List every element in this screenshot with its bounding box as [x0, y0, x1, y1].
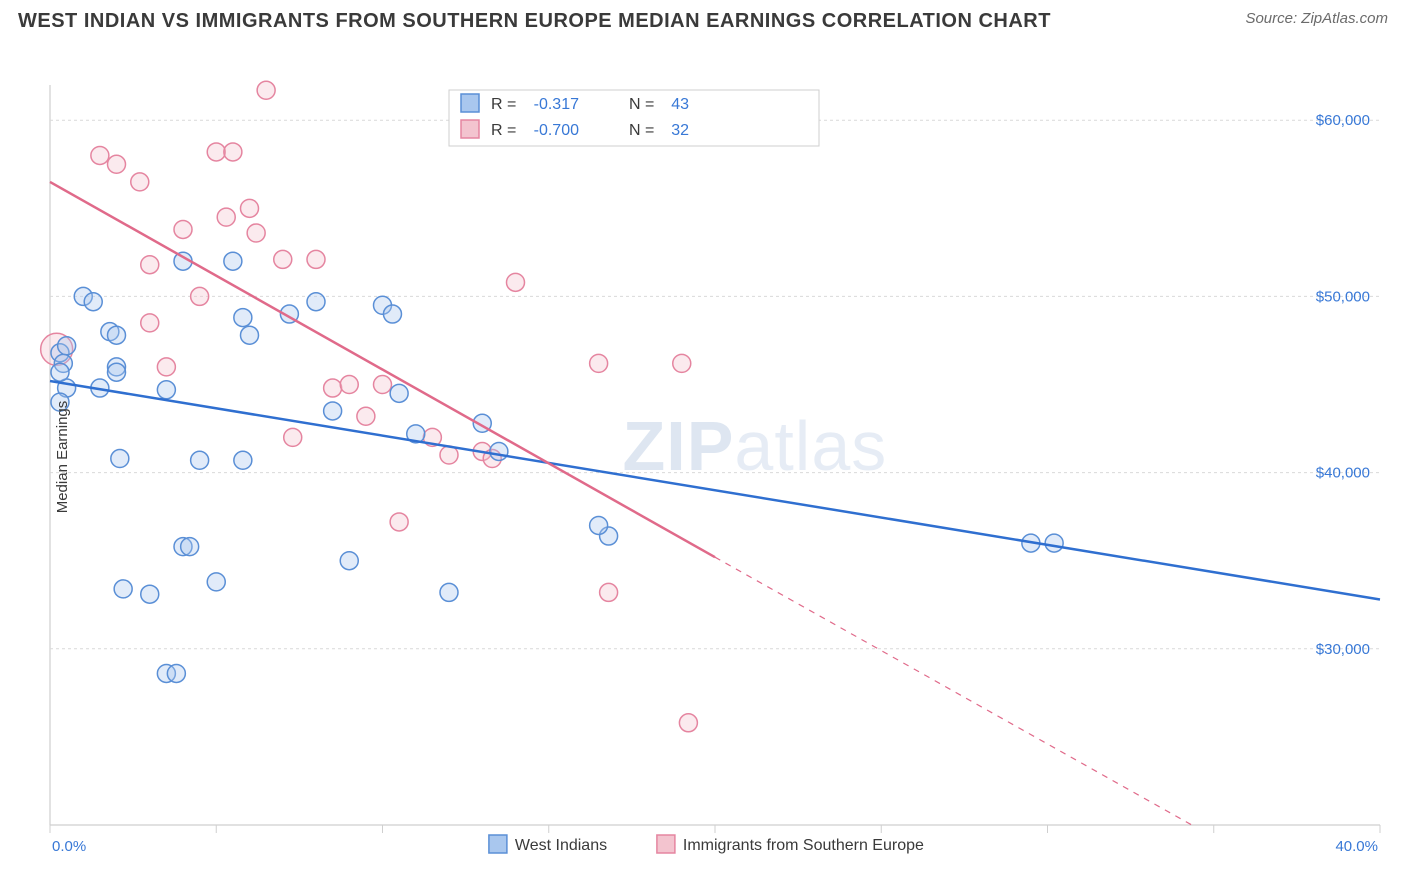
svg-text:43: 43 [671, 96, 689, 113]
svg-text:-0.317: -0.317 [534, 96, 579, 113]
svg-text:Immigrants from Southern Europ: Immigrants from Southern Europe [683, 837, 924, 854]
svg-text:40.0%: 40.0% [1335, 838, 1378, 855]
svg-text:N =: N = [629, 122, 654, 139]
chart-header: WEST INDIAN VS IMMIGRANTS FROM SOUTHERN … [0, 0, 1406, 37]
chart-container: Median Earnings $30,000 $40,000 $50,000 $60… [0, 37, 1406, 877]
svg-text:0.0%: 0.0% [52, 838, 86, 855]
svg-text:32: 32 [671, 122, 689, 139]
svg-text:-0.700: -0.700 [534, 122, 579, 139]
scatter-chart: $30,000 $40,000 $50,000 $60,000 0.0% 40.0% ZIP… [0, 37, 1406, 877]
svg-text:R =: R = [491, 96, 516, 113]
chart-title: WEST INDIAN VS IMMIGRANTS FROM SOUTHERN … [18, 10, 1051, 33]
svg-text:ZIPatlas: ZIPatlas [623, 407, 888, 485]
svg-text:$50,000: $50,000 [1316, 288, 1370, 305]
svg-text:$40,000: $40,000 [1316, 465, 1370, 482]
y-axis-label: Median Earnings [54, 401, 71, 514]
svg-text:West Indians: West Indians [515, 837, 607, 854]
svg-text:$60,000: $60,000 [1316, 112, 1370, 129]
svg-text:R =: R = [491, 122, 516, 139]
chart-source: Source: ZipAtlas.com [1245, 10, 1388, 27]
svg-text:$30,000: $30,000 [1316, 641, 1370, 658]
svg-text:N =: N = [629, 96, 654, 113]
